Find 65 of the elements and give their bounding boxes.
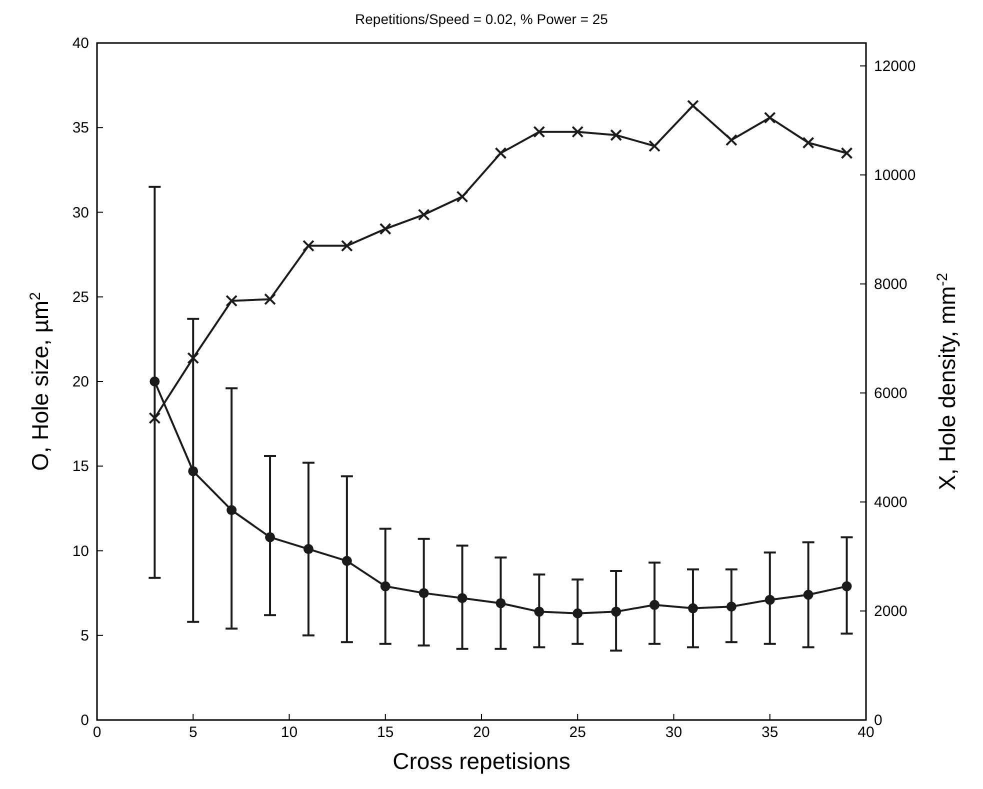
- point: [494, 147, 507, 160]
- x-tick-label: 25: [569, 724, 586, 741]
- y2-tick-label: 12000: [874, 58, 916, 75]
- y2-tick-label: 0: [874, 712, 882, 729]
- chart-title: Repetitions/Speed = 0.02, % Power = 25: [355, 11, 608, 27]
- point: [726, 602, 736, 612]
- point: [187, 352, 200, 364]
- point: [496, 598, 506, 608]
- point: [226, 505, 237, 516]
- y2-tick-label: 4000: [874, 494, 908, 511]
- point: [534, 606, 544, 617]
- point: [150, 376, 160, 386]
- point: [648, 140, 661, 152]
- point: [379, 222, 392, 235]
- point: [418, 208, 430, 221]
- point: [650, 600, 660, 610]
- point: [572, 608, 583, 618]
- point: [840, 147, 853, 160]
- y-tick-label: 20: [72, 374, 89, 390]
- y2-tick-label: 8000: [874, 276, 908, 293]
- y2-tick-label: 6000: [874, 384, 908, 402]
- y2-tick-label: 10000: [874, 166, 916, 184]
- x-tick-label: 35: [762, 724, 778, 741]
- y-tick-label: 15: [72, 458, 89, 476]
- point: [688, 603, 698, 614]
- y-tick-label: 5: [80, 627, 89, 644]
- x-tick-label: 0: [92, 724, 102, 741]
- point: [764, 112, 776, 124]
- x-tick-label: 15: [377, 724, 394, 741]
- point: [188, 466, 198, 476]
- point: [342, 556, 352, 566]
- point: [611, 606, 622, 617]
- y-tick-label: 30: [72, 204, 89, 222]
- point: [456, 190, 468, 203]
- point: [380, 581, 390, 592]
- y-tick-label: 25: [72, 288, 89, 306]
- point: [803, 590, 814, 600]
- x-tick-label: 30: [665, 724, 682, 741]
- x-axis-title: Cross repetisions: [392, 748, 570, 774]
- point: [802, 136, 814, 149]
- x-tick-label: 20: [473, 724, 490, 741]
- point: [610, 129, 622, 142]
- y-tick-label: 35: [72, 120, 89, 137]
- point: [842, 581, 852, 592]
- x-tick-label: 5: [188, 724, 198, 741]
- point: [148, 412, 161, 424]
- x-tick-label: 10: [280, 724, 298, 741]
- y-tick-label: 0: [80, 712, 89, 729]
- point: [686, 100, 699, 112]
- point: [302, 240, 314, 252]
- point: [418, 588, 429, 598]
- point: [533, 126, 546, 138]
- point: [572, 126, 584, 138]
- point: [226, 294, 238, 307]
- point: [764, 594, 775, 605]
- point: [340, 240, 353, 252]
- y2-tick-label: 2000: [874, 602, 908, 620]
- point: [457, 593, 468, 604]
- y-tick-label: 40: [72, 35, 89, 52]
- point: [264, 293, 276, 306]
- point: [725, 134, 738, 146]
- point: [265, 532, 276, 542]
- point: [303, 544, 314, 554]
- x-tick-label: 40: [858, 724, 874, 741]
- y-tick-label: 10: [72, 542, 89, 560]
